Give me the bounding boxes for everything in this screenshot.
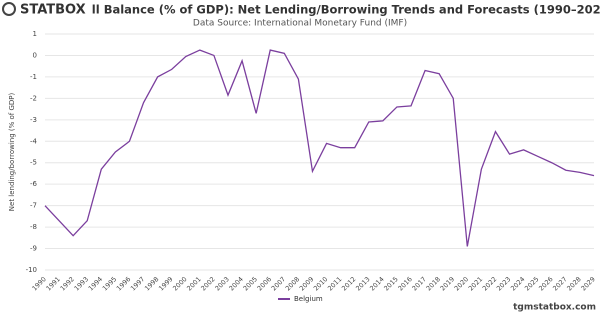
- y-axis-label: Net lending/borrowing (% of GDP): [8, 93, 16, 212]
- y-tick-label: -8: [30, 223, 37, 231]
- x-tick-label: 2014: [368, 275, 385, 292]
- x-tick-label: 2007: [270, 275, 287, 292]
- x-tick-label: 2024: [509, 275, 526, 292]
- x-tick-label: 2009: [298, 275, 315, 292]
- chart-title: Belgium's Overall Balance (% of GDP): Ne…: [0, 3, 600, 17]
- x-tick-label: 2020: [453, 275, 470, 292]
- x-tick-label: 2022: [481, 275, 498, 292]
- x-tick-label: 1997: [129, 275, 146, 292]
- x-tick-label: 2013: [354, 275, 371, 292]
- line-series: [44, 49, 595, 247]
- x-tick-label: 1996: [115, 275, 132, 292]
- x-tick-label: 2019: [439, 275, 456, 292]
- logo: STATBOX: [20, 3, 86, 18]
- x-tick-label: 2029: [579, 275, 596, 292]
- x-tick-label: 2004: [228, 275, 245, 292]
- y-tick-label: -1: [30, 73, 37, 81]
- x-tick-label: 2012: [340, 275, 357, 292]
- x-tick-label: 2018: [425, 275, 442, 292]
- x-tick-label: 2011: [326, 275, 343, 292]
- y-tick-label: -7: [30, 202, 37, 210]
- y-tick-label: -3: [30, 116, 37, 124]
- x-tick-label: 1998: [143, 275, 160, 292]
- y-tick-label: -6: [30, 180, 38, 188]
- logo-bg: [0, 0, 92, 18]
- x-tick-label: 2003: [213, 275, 230, 292]
- x-tick-label: 2025: [523, 275, 540, 292]
- x-tick-label: 1994: [87, 275, 104, 292]
- x-tick-label: 2026: [537, 275, 554, 292]
- y-tick-label: -9: [30, 245, 37, 253]
- x-tick-label: 1995: [101, 275, 118, 292]
- y-tick-label: -10: [26, 266, 37, 274]
- x-tick-label: 1991: [45, 275, 62, 292]
- x-tick-label: 1999: [157, 275, 174, 292]
- x-tick-label: 1993: [73, 275, 90, 292]
- x-tick-label: 2005: [242, 275, 259, 292]
- watermark: tgmstatbox.com: [513, 303, 596, 313]
- y-tick-label: 1: [33, 30, 37, 38]
- x-tick-label: 2016: [396, 275, 413, 292]
- x-tick-label: 2027: [551, 275, 568, 292]
- legend-label: Belgium: [294, 295, 323, 303]
- chart-subtitle: Data Source: International Monetary Fund…: [193, 19, 407, 29]
- x-tick-label: 2028: [565, 275, 582, 292]
- y-tick-label: -5: [30, 159, 37, 167]
- x-tick-label: 1992: [59, 275, 76, 292]
- x-tick-label: 2010: [312, 275, 329, 292]
- x-tick-label: 2008: [284, 275, 301, 292]
- y-tick-label: -4: [30, 137, 38, 145]
- x-tick-label: 2002: [199, 275, 216, 292]
- x-tick-label: 2000: [171, 275, 188, 292]
- y-tick-label: -2: [30, 94, 37, 102]
- y-tick-label: 0: [33, 51, 37, 59]
- x-tick-label: 2006: [256, 275, 273, 292]
- x-tick-label: 1990: [30, 275, 47, 292]
- x-tick-label: 2017: [411, 275, 428, 292]
- x-tick-label: 2001: [185, 275, 202, 292]
- x-tick-label: 2021: [467, 275, 484, 292]
- x-tick-label: 2023: [495, 275, 512, 292]
- logo-icon: [2, 2, 16, 16]
- x-tick-label: 2015: [382, 275, 399, 292]
